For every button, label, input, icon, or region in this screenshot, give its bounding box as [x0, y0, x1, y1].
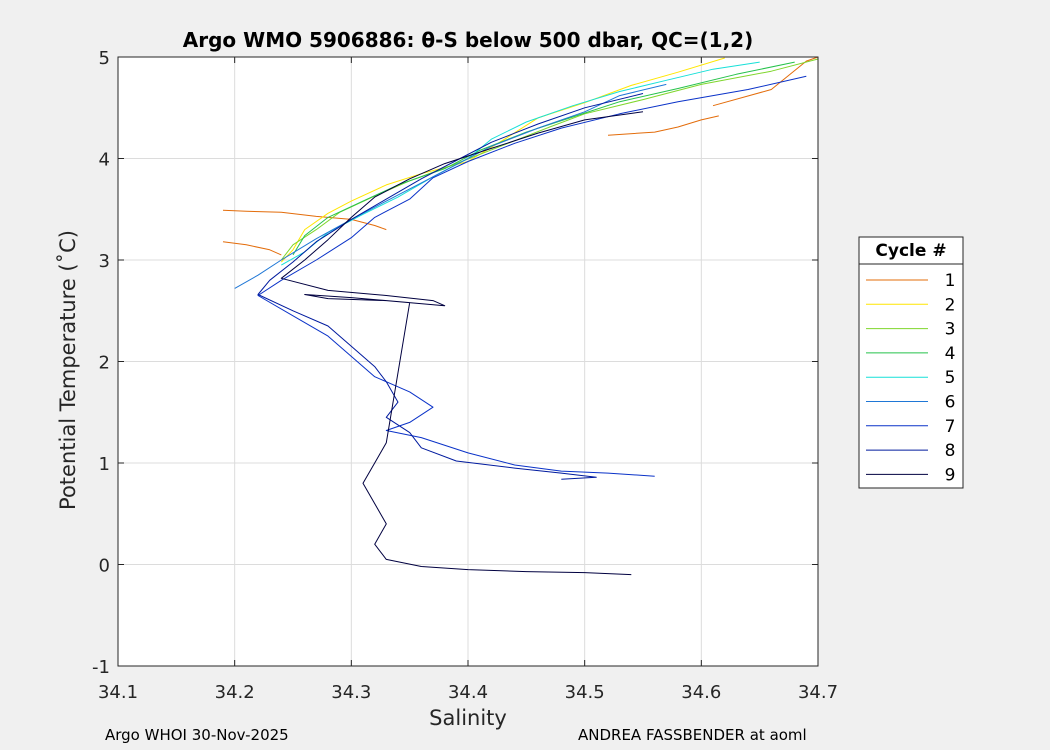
- legend-label-cycle-3: 3: [945, 320, 956, 340]
- legend-title: Cycle #: [875, 241, 946, 261]
- legend: Cycle # 1 2 3 4 5 6 7 8 9: [858, 236, 964, 489]
- legend-label-cycle-2: 2: [945, 295, 956, 315]
- series-line-cycle-1: [222, 241, 282, 256]
- series-line-cycle-1: [222, 209, 387, 231]
- y-tick-label: 4: [99, 150, 110, 171]
- y-tick-label: 2: [99, 353, 110, 374]
- legend-label-cycle-9: 9: [945, 465, 956, 485]
- legend-label-cycle-4: 4: [945, 344, 956, 364]
- x-tick-label: 34.3: [331, 682, 371, 703]
- legend-label-cycle-5: 5: [945, 368, 956, 388]
- y-tick-label: 0: [99, 556, 110, 577]
- legend-label-cycle-1: 1: [945, 271, 956, 291]
- x-tick-label: 34.2: [215, 682, 255, 703]
- legend-label-cycle-7: 7: [945, 417, 956, 437]
- series-line-cycle-3: [280, 58, 819, 261]
- x-tick-label: 34.4: [448, 682, 488, 703]
- legend-label-cycle-8: 8: [945, 441, 956, 461]
- chart-title: Argo WMO 5906886: θ-S below 500 dbar, QC…: [183, 28, 753, 52]
- series-line-cycle-1: [712, 56, 819, 107]
- x-axis-label: Salinity: [429, 706, 507, 730]
- legend-items: 1 2 3 4 5 6 7 8 9: [866, 271, 955, 485]
- y-tick-label: -1: [92, 657, 110, 678]
- x-tick-label: 34.1: [98, 682, 138, 703]
- x-tick-label: 34.5: [565, 682, 605, 703]
- data-lines: [222, 56, 819, 576]
- series-line-cycle-8: [257, 93, 644, 480]
- x-tick-label: 34.7: [798, 682, 838, 703]
- series-line-cycle-7: [257, 75, 807, 477]
- series-line-cycle-6: [234, 83, 667, 289]
- y-tick-label: 3: [99, 251, 110, 272]
- series-line-cycle-1: [607, 115, 719, 136]
- legend-box: [858, 236, 964, 489]
- x-tick-label: 34.6: [681, 682, 721, 703]
- footer-right: ANDREA FASSBENDER at aoml: [578, 726, 807, 744]
- axis-ticks: 34.1 34.2 34.3 34.4 34.5 34.6 34.7 -1 0 1 2 3 4 5: [92, 48, 838, 703]
- series-line-cycle-4: [292, 61, 795, 256]
- legend-label-cycle-6: 6: [945, 393, 956, 413]
- y-axis-label: Potential Temperature (˚C): [56, 230, 80, 510]
- y-tick-label: 1: [99, 454, 110, 475]
- footer-left: Argo WHOI 30-Nov-2025: [105, 726, 289, 744]
- y-tick-label: 5: [99, 48, 110, 69]
- series-line-cycle-9: [280, 111, 644, 576]
